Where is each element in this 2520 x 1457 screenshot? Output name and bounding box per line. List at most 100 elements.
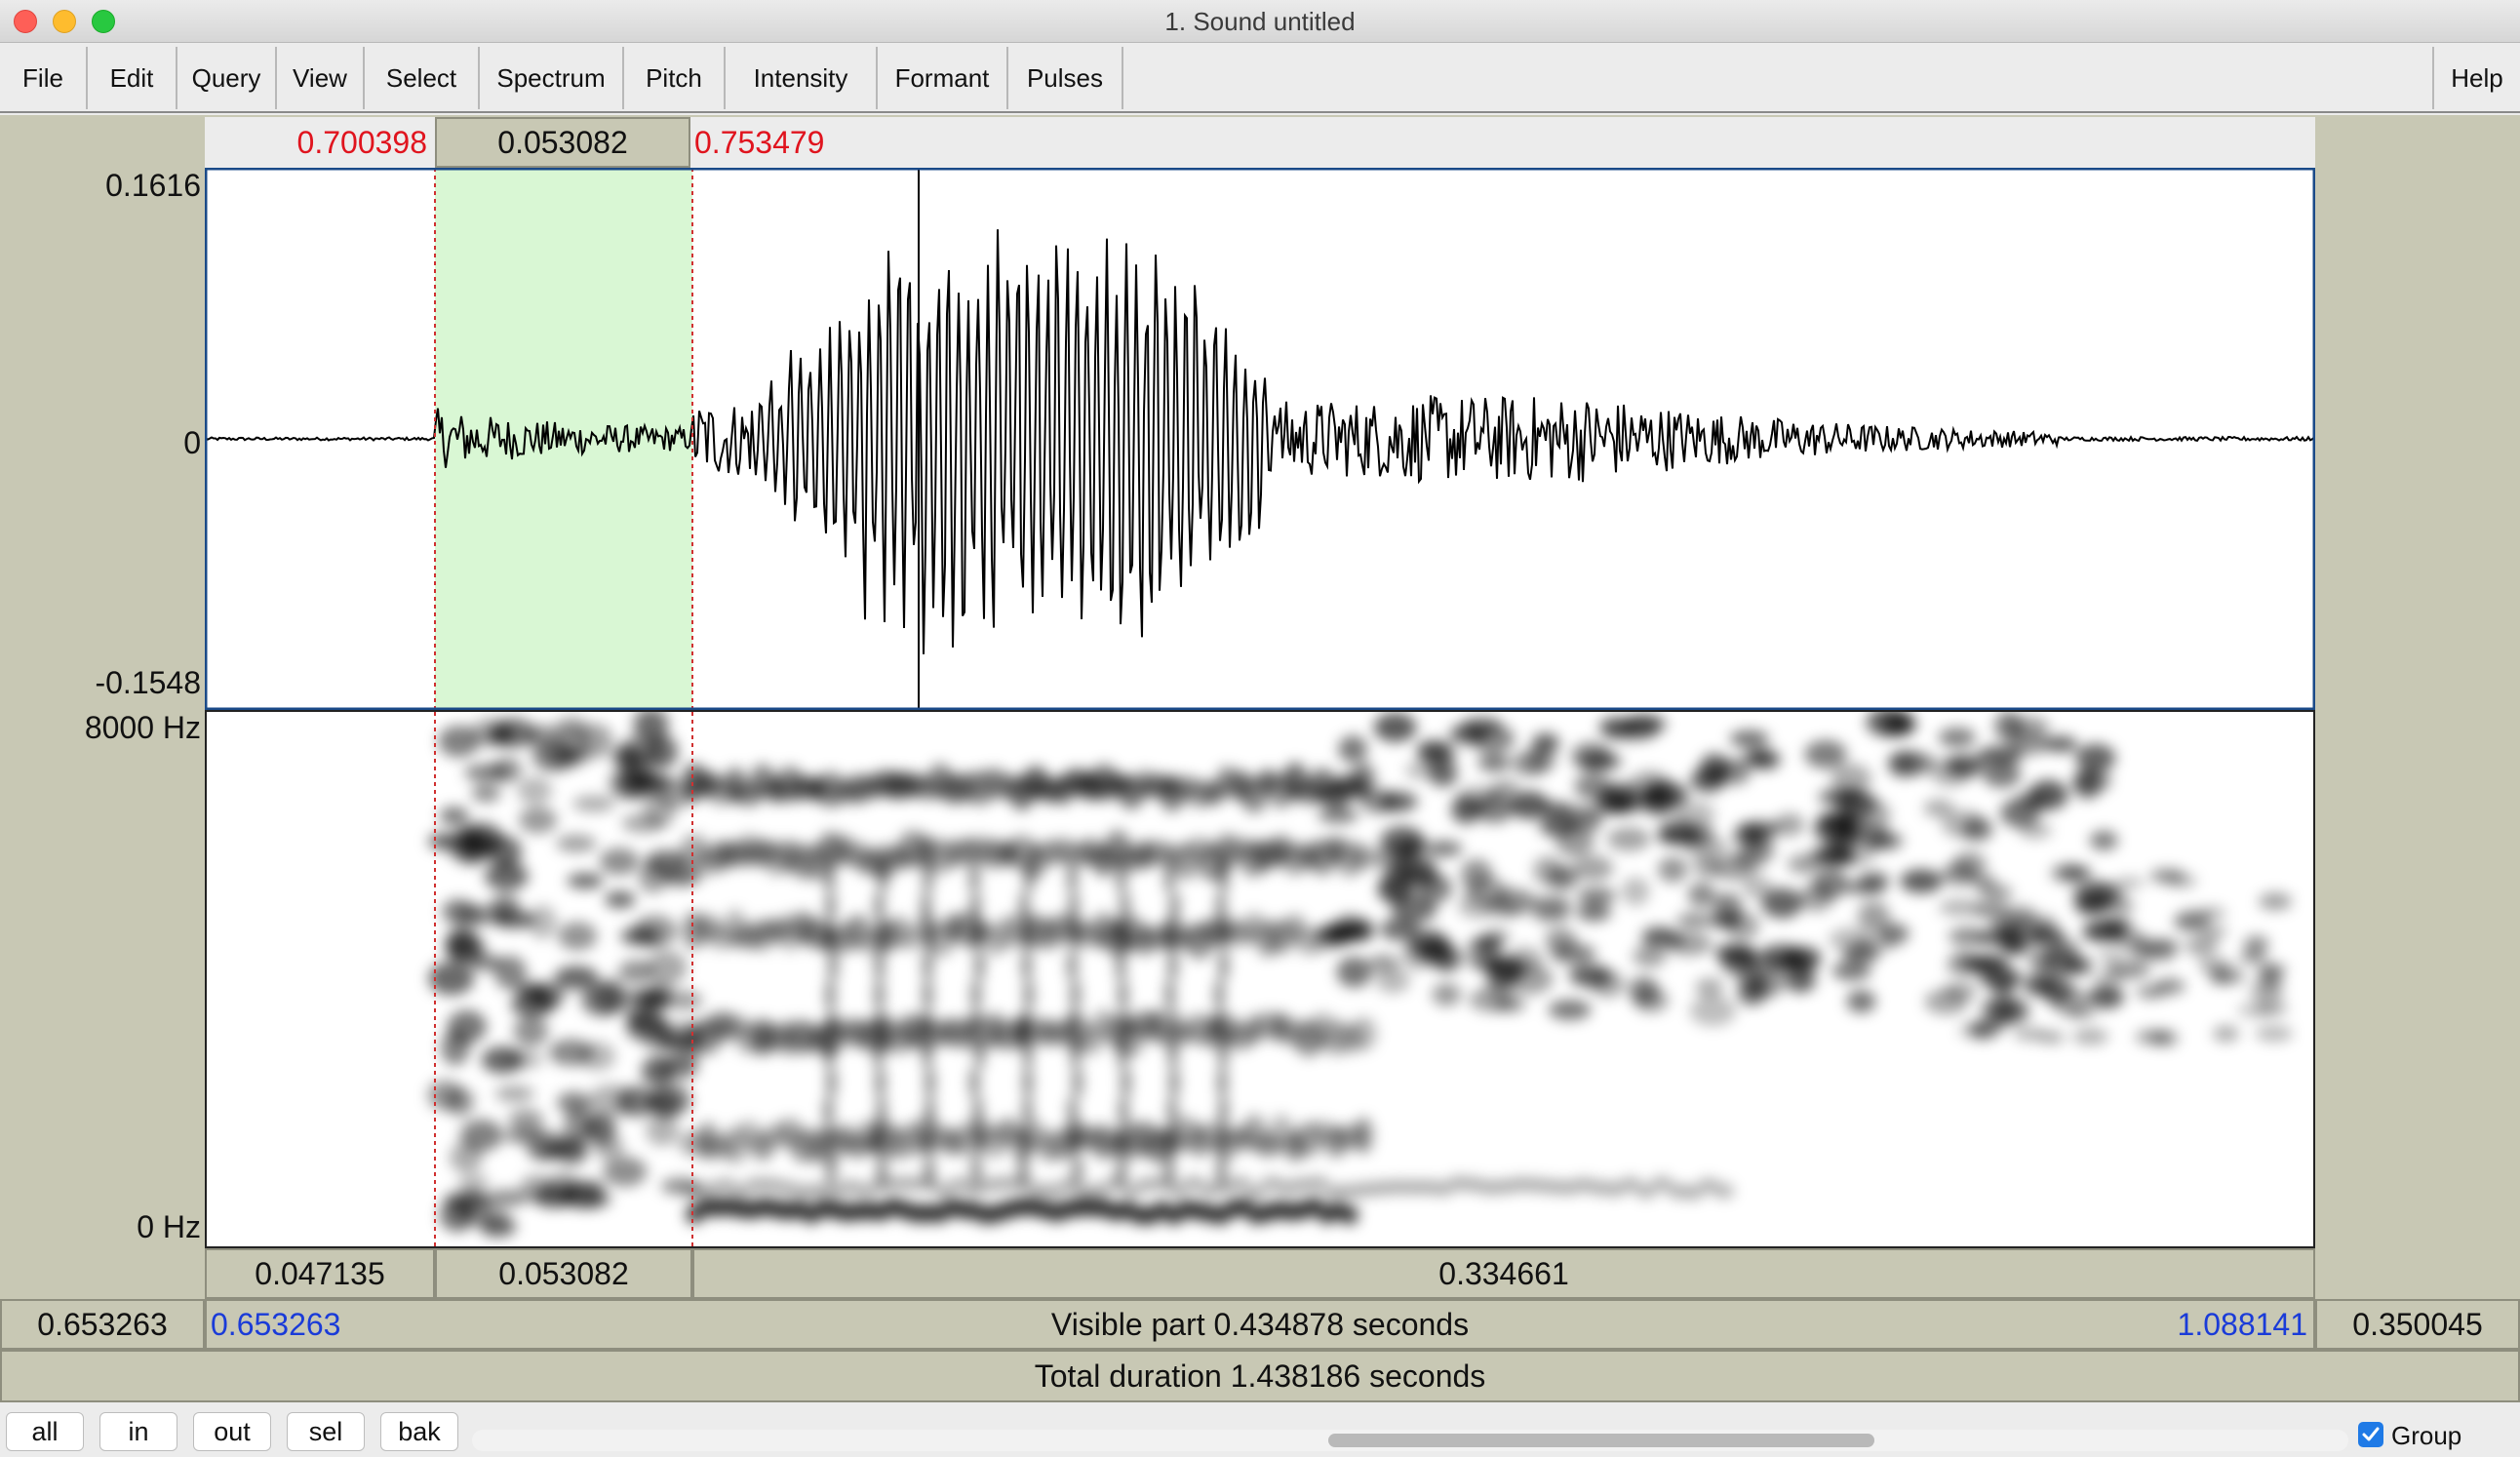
menu-file[interactable]: File bbox=[0, 47, 88, 109]
menu-formant[interactable]: Formant bbox=[878, 47, 1008, 109]
menu-edit[interactable]: Edit bbox=[88, 47, 177, 109]
spectrogram-cell bbox=[1022, 1038, 1033, 1069]
spectrogram-cell bbox=[841, 1178, 860, 1195]
right-outside-button[interactable]: 0.350045 bbox=[2315, 1299, 2520, 1350]
spectrogram-cell bbox=[1012, 1175, 1032, 1192]
spectrogram-cell bbox=[1572, 855, 1614, 882]
spectrogram-cell bbox=[1214, 979, 1225, 1010]
waveform-panel[interactable] bbox=[205, 168, 2315, 710]
menu-query[interactable]: Query bbox=[177, 47, 277, 109]
spectrogram-cell bbox=[794, 1184, 813, 1201]
visible-part-bar[interactable]: 0.653263 Visible part 0.434878 seconds 1… bbox=[205, 1299, 2315, 1350]
spectrogram-cell bbox=[887, 1175, 907, 1192]
spectrogram-cell bbox=[1426, 840, 1463, 857]
menu-help[interactable]: Help bbox=[2432, 47, 2520, 109]
selection-duration-button[interactable]: 0.053082 bbox=[435, 117, 690, 168]
zoom-back-button[interactable]: bak bbox=[380, 1412, 458, 1451]
zoom-window-button[interactable] bbox=[92, 10, 115, 33]
spectrogram-cell bbox=[532, 740, 577, 772]
interval-after-selection[interactable]: 0.334661 bbox=[692, 1248, 2315, 1299]
spectrogram-cell bbox=[1122, 1182, 1141, 1199]
menu-pulses[interactable]: Pulses bbox=[1008, 47, 1123, 109]
spectrogram-cell bbox=[1217, 1125, 1228, 1157]
spectrogram-cell bbox=[1962, 817, 1993, 842]
spectrogram-cell bbox=[1930, 757, 1972, 787]
spectrogram-cell bbox=[564, 1107, 596, 1142]
menu-spectrum[interactable]: Spectrum bbox=[480, 47, 624, 109]
spectrogram-cell bbox=[1733, 825, 1764, 847]
close-window-button[interactable] bbox=[14, 10, 37, 33]
spectrogram-cell bbox=[1676, 912, 1713, 929]
spectrogram-cell bbox=[556, 834, 597, 852]
spectrogram-cell bbox=[1512, 750, 1550, 777]
zoom-all-button[interactable]: all bbox=[6, 1412, 84, 1451]
spectrogram-cell bbox=[633, 712, 670, 739]
spectrogram-cell bbox=[2004, 905, 2036, 924]
zoom-out-button[interactable]: out bbox=[193, 1412, 271, 1451]
spectrogram-cell bbox=[445, 926, 478, 960]
spectrogram-cell bbox=[970, 979, 981, 1010]
spectrogram-cell bbox=[1742, 875, 1772, 899]
spectrogram-cell bbox=[1215, 891, 1226, 923]
menu-intensity[interactable]: Intensity bbox=[726, 47, 878, 109]
spectrogram-cell bbox=[1602, 781, 1639, 811]
spectrogram-cell bbox=[492, 757, 523, 783]
minimize-window-button[interactable] bbox=[53, 10, 76, 33]
interval-selection[interactable]: 0.053082 bbox=[435, 1248, 692, 1299]
spectrogram-cell bbox=[2138, 938, 2175, 961]
menu-pitch[interactable]: Pitch bbox=[624, 47, 726, 109]
menu-select[interactable]: Select bbox=[365, 47, 480, 109]
spectrogram-cell bbox=[1622, 877, 1650, 906]
spectrogram-cell bbox=[2065, 1006, 2097, 1019]
spectrogram-cell bbox=[528, 905, 557, 939]
spectrogram-cell bbox=[981, 1176, 1001, 1193]
spectrogram-cell bbox=[1574, 772, 1612, 800]
spectrogram-cell bbox=[1200, 1181, 1219, 1198]
spectrogram-cell bbox=[1545, 927, 1577, 954]
zoom-selection-button[interactable]: sel bbox=[287, 1412, 365, 1451]
spectrogram-cell bbox=[1184, 1175, 1203, 1192]
group-checkbox[interactable] bbox=[2358, 1422, 2383, 1447]
title-bar: 1. Sound untitled bbox=[0, 0, 2520, 43]
spectrogram-cell bbox=[1218, 1038, 1229, 1069]
spectrogram-cell bbox=[826, 1155, 837, 1186]
spectrogram-cell bbox=[924, 921, 934, 952]
spectrogram-cell bbox=[486, 1189, 529, 1207]
spectrogram-cell bbox=[922, 1008, 932, 1040]
spectrogram-cell bbox=[1262, 1175, 1281, 1192]
spectrogram-cell bbox=[1640, 781, 1688, 809]
spectrogram-cell bbox=[493, 955, 527, 991]
interval-before-selection[interactable]: 0.047135 bbox=[205, 1248, 435, 1299]
spectrogram-cell bbox=[639, 993, 670, 1013]
scrollbar-thumb[interactable] bbox=[1328, 1434, 1874, 1447]
spectrogram-cell bbox=[1021, 950, 1032, 981]
spectrogram-cell bbox=[531, 982, 565, 1009]
spectrogram-cell bbox=[2239, 951, 2266, 964]
horizontal-scrollbar[interactable] bbox=[472, 1430, 2348, 1451]
menu-view[interactable]: View bbox=[277, 47, 365, 109]
spectrogram-cell bbox=[456, 822, 504, 855]
spectrogram-cell bbox=[2027, 779, 2067, 811]
spectrogram-cell bbox=[872, 1176, 891, 1193]
spectrogram-cell bbox=[1813, 868, 1848, 899]
spectrogram-cell bbox=[1451, 796, 1481, 824]
zoom-in-button[interactable]: in bbox=[99, 1412, 177, 1451]
spectrogram-cell bbox=[969, 1067, 980, 1098]
spectrogram-cell bbox=[1293, 1176, 1313, 1193]
left-outside-button[interactable]: 0.653263 bbox=[0, 1299, 205, 1350]
total-duration-button[interactable]: Total duration 1.438186 seconds bbox=[0, 1350, 2520, 1402]
spectrogram-cell bbox=[2114, 876, 2145, 889]
spectrogram-cell bbox=[666, 990, 703, 1010]
spectrogram-cell bbox=[1990, 976, 2016, 996]
spectrogram-cell bbox=[1164, 862, 1175, 893]
spectrogram-cell bbox=[1117, 1125, 1127, 1157]
spectrogram-cell bbox=[1527, 1177, 1547, 1194]
spectrogram-cell bbox=[1068, 891, 1079, 923]
spectrogram-cell bbox=[1418, 1179, 1437, 1196]
spectrogram-cell bbox=[626, 1011, 669, 1035]
spectrogram-panel[interactable] bbox=[205, 710, 2315, 1248]
spectrogram-cell bbox=[1541, 801, 1573, 818]
spectrogram-cell bbox=[700, 1181, 720, 1198]
window-title: 1. Sound untitled bbox=[1164, 7, 1356, 36]
spectrogram-cell bbox=[1512, 1176, 1531, 1193]
